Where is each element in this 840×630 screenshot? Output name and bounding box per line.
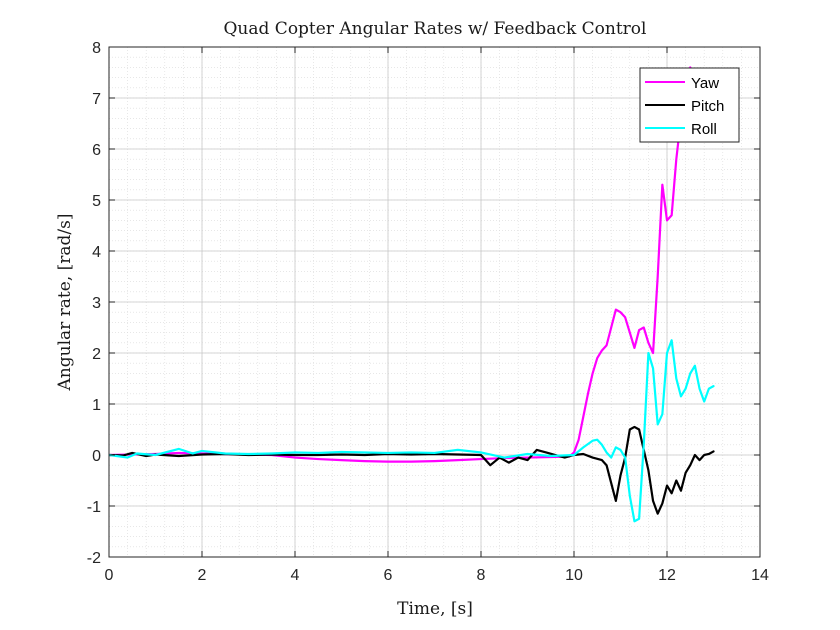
x-tick-label: 6 xyxy=(384,567,393,584)
x-tick-label: 14 xyxy=(751,567,769,584)
legend-label-roll: Roll xyxy=(691,121,717,138)
y-axis-label: Angular rate, [rad/s] xyxy=(55,214,75,392)
legend-label-pitch: Pitch xyxy=(691,98,724,115)
legend: Yaw Pitch Roll xyxy=(639,67,740,143)
y-tick-label: 8 xyxy=(92,40,101,57)
legend-label-yaw: Yaw xyxy=(691,75,719,92)
y-tick-label: 0 xyxy=(92,448,101,465)
legend-entry-yaw: Yaw xyxy=(645,75,719,92)
x-tick-label: 10 xyxy=(565,567,583,584)
series-lines xyxy=(109,66,715,523)
y-tick-label: 2 xyxy=(92,346,101,363)
y-tick-label: -1 xyxy=(87,499,101,516)
y-tick-label: 1 xyxy=(92,397,101,414)
y-tick-label: -2 xyxy=(87,550,101,567)
series-line-pitch xyxy=(109,425,715,515)
x-tick-label: 8 xyxy=(477,567,486,584)
x-tick-label: 12 xyxy=(658,567,676,584)
y-tick-label: 7 xyxy=(92,91,101,108)
x-axis-label: Time, [s] xyxy=(397,599,473,619)
series-line-roll xyxy=(109,339,715,523)
y-tick-label: 3 xyxy=(92,295,101,312)
chart-title: Quad Copter Angular Rates w/ Feedback Co… xyxy=(224,19,647,39)
y-tick-label: 5 xyxy=(92,193,101,210)
y-tick-label: 4 xyxy=(92,244,101,261)
series-line-yaw xyxy=(109,66,692,463)
legend-entry-pitch: Pitch xyxy=(645,98,724,115)
x-axis-ticks: 0 2 4 6 8 10 12 14 xyxy=(105,47,769,584)
x-tick-label: 0 xyxy=(105,567,114,584)
legend-entry-roll: Roll xyxy=(645,121,717,138)
x-tick-label: 4 xyxy=(291,567,300,584)
y-tick-label: 6 xyxy=(92,142,101,159)
x-tick-label: 2 xyxy=(198,567,207,584)
y-axis-ticks: -2 -1 0 1 2 3 4 5 6 7 8 xyxy=(87,40,760,567)
